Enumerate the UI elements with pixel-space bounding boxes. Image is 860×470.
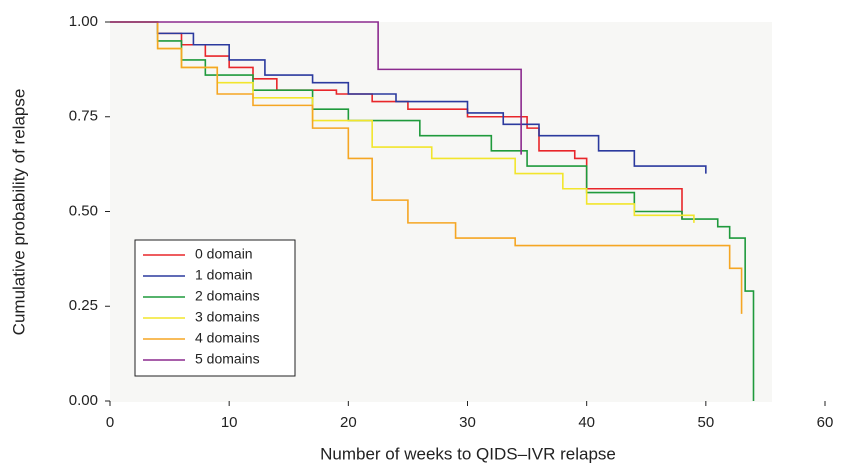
- legend-label: 5 domains: [195, 351, 260, 367]
- y-axis-label: Cumulative probability of relapse: [9, 89, 28, 336]
- y-tick-label: 0.25: [69, 297, 98, 314]
- legend-label: 0 domain: [195, 246, 253, 262]
- x-tick-label: 10: [221, 414, 238, 431]
- x-tick-label: 50: [697, 414, 714, 431]
- y-tick-label: 0.50: [69, 202, 98, 219]
- x-tick-label: 40: [578, 414, 595, 431]
- y-tick-label: 1.00: [69, 13, 98, 30]
- x-tick-label: 30: [459, 414, 476, 431]
- x-tick-label: 0: [106, 414, 114, 431]
- x-tick-label: 60: [817, 414, 834, 431]
- legend-label: 2 domains: [195, 288, 260, 304]
- km-curve: [110, 21, 755, 401]
- km-curve: [110, 21, 522, 155]
- legend-box: [134, 239, 296, 377]
- y-tick-label: 0.75: [69, 108, 98, 125]
- legend-label: 4 domains: [195, 330, 260, 346]
- km-curve: [110, 21, 743, 314]
- x-axis-label: Number of weeks to QIDS–IVR relapse: [320, 444, 616, 463]
- km-curve: [110, 21, 707, 174]
- x-tick-label: 20: [340, 414, 357, 431]
- legend-label: 3 domains: [195, 309, 260, 325]
- legend-label: 1 domain: [195, 267, 253, 283]
- y-tick-label: 0.00: [69, 392, 98, 409]
